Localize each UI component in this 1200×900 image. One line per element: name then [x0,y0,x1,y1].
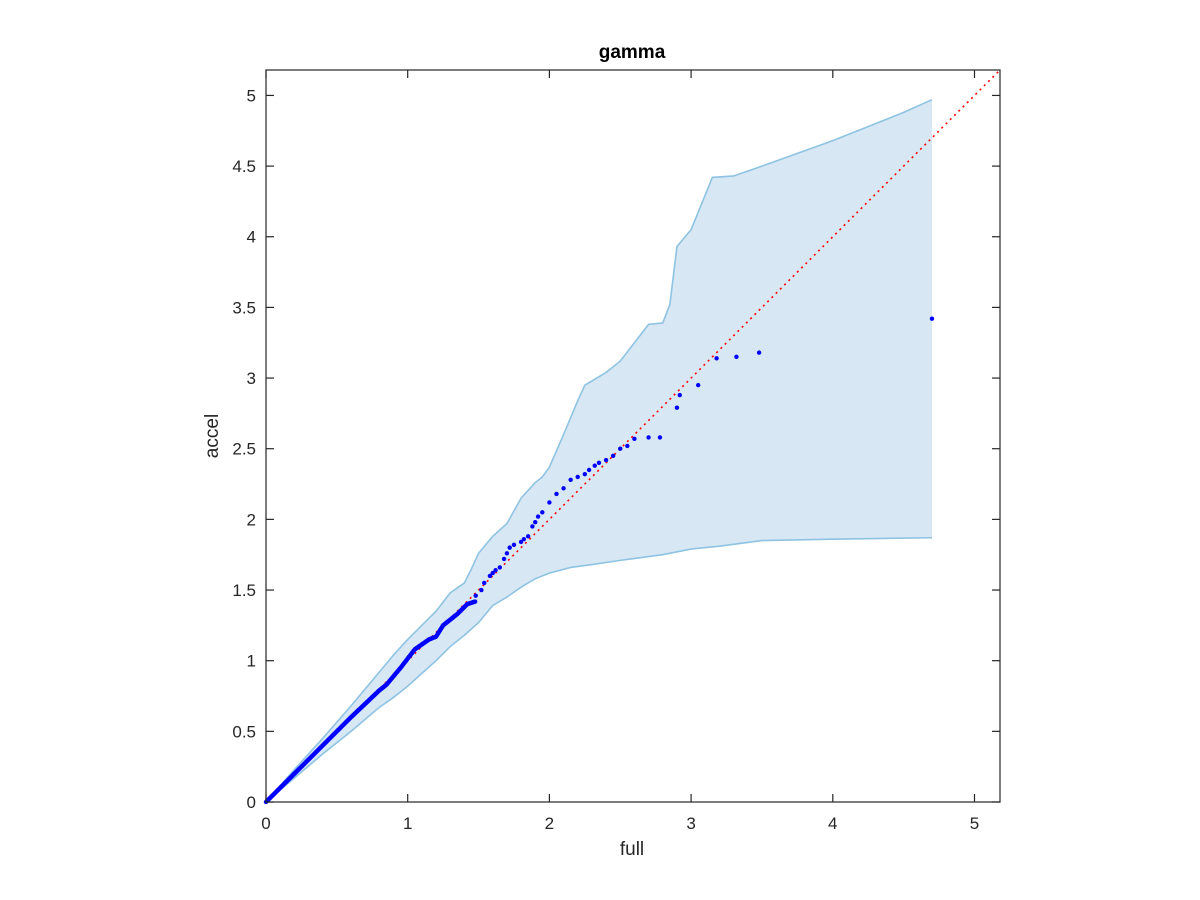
x-tick-label: 5 [970,814,979,833]
data-point [511,542,517,548]
data-point [487,573,493,579]
data-point [493,568,498,573]
data-point [625,443,630,449]
y-tick-label: 2 [247,510,256,529]
y-tick-label: 1.5 [232,581,256,600]
data-point [586,467,592,473]
y-tick-label: 4 [247,228,256,247]
y-tick-label: 2.5 [232,440,256,459]
data-point [618,446,623,451]
data-point [575,474,580,480]
band-upper-edge [265,98,933,803]
data-point [554,491,559,497]
data-point [929,316,935,321]
data-point [674,405,680,410]
y-tick-label: 1 [247,652,256,671]
y-tick-label: 3 [247,369,256,388]
data-point [714,356,719,361]
x-tick-label: 4 [828,814,837,833]
data-point [603,457,609,463]
data-point [501,556,507,562]
data-point [482,580,487,586]
data-point [596,460,602,466]
data-point [561,486,566,491]
data-point [533,520,538,525]
confidence-band [265,98,933,803]
data-point [473,593,478,598]
data-point [657,435,663,440]
data-point [756,350,762,355]
data-point [582,471,588,477]
data-point [695,382,701,388]
data-point [632,436,637,442]
y-axis-label: accel [202,414,223,458]
y-tick-label: 4.5 [232,157,256,176]
data-point [646,435,651,440]
data-point [568,477,573,483]
axes-frame [265,69,1001,803]
x-tick-label: 2 [545,814,554,833]
data-point [507,545,512,550]
band-fill [266,99,932,802]
data-point [504,551,510,556]
y-axis-ticks: 0 0.5 1 1.5 2 2.5 3 3.5 4 4.5 5 [232,86,1000,812]
data-point [530,524,535,529]
x-tick-label: 1 [403,814,412,833]
x-axis-label: full [620,839,644,860]
data-points-layer [263,316,935,805]
data-point [497,565,503,570]
data-point [479,587,484,593]
axes-box [265,69,1001,803]
data-point [547,500,552,505]
data-point [521,536,527,542]
data-point [535,514,541,519]
x-axis-ticks: 0 1 2 3 4 5 [261,70,979,833]
x-tick-label: 0 [261,814,270,833]
data-point [677,392,682,398]
data-point [610,453,616,458]
data-point [592,463,597,468]
y-tick-label: 0 [247,793,256,812]
band-lower-edge [265,536,932,803]
y-tick-label: 0.5 [232,722,256,741]
data-point [472,599,478,604]
y-tick-label: 5 [247,86,256,105]
data-point [540,510,545,515]
data-point [525,534,531,539]
x-tick-label: 3 [686,814,695,833]
data-point [490,570,495,576]
data-point [734,354,739,360]
chart-title: gamma [599,42,666,63]
data-point [518,539,524,545]
y-tick-label: 3.5 [232,298,256,317]
